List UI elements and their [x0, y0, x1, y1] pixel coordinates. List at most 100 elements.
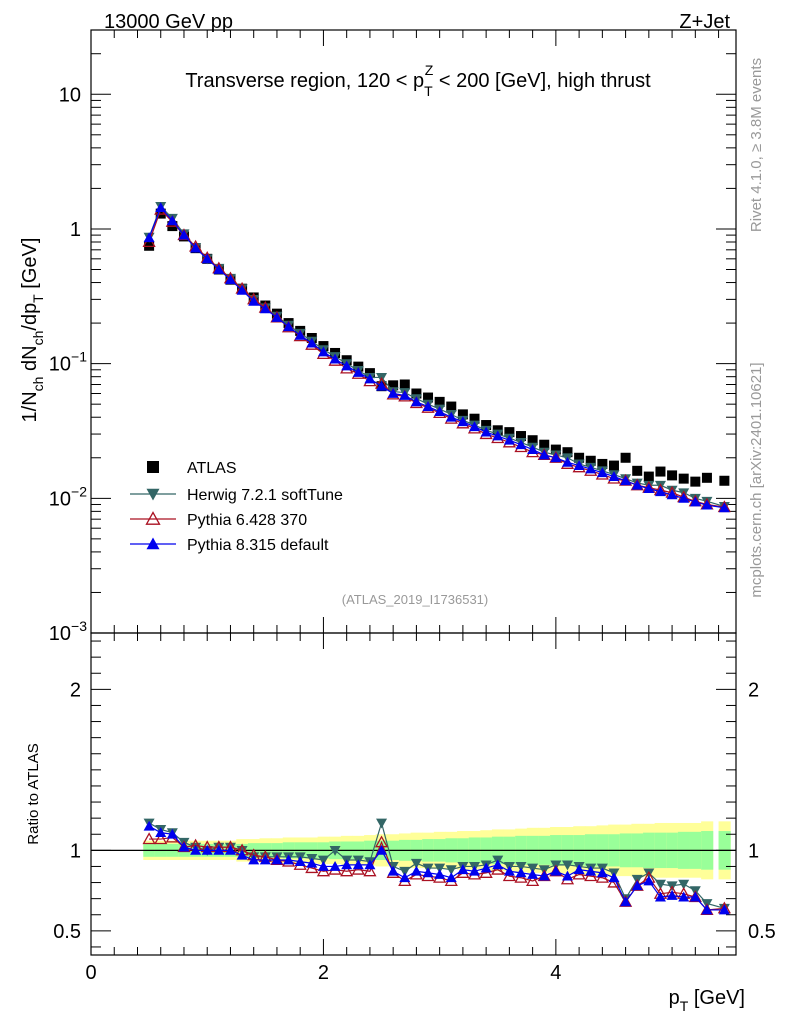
data-point — [329, 353, 341, 364]
data-point — [527, 444, 539, 454]
data-point — [388, 380, 399, 391]
ratio-y-tick-label-right: 1 — [748, 840, 759, 862]
ratio-data-point — [317, 860, 329, 871]
legend-item-herwig-7-2-1-softtune: Herwig 7.2.1 softTune — [130, 487, 343, 504]
ratio-data-point — [480, 862, 492, 873]
data-point — [632, 465, 643, 476]
ratio-data-point — [143, 820, 155, 831]
ratio-data-point — [364, 859, 376, 870]
main-y-axis-label: 1/Nch dNch/dpT [GeV] — [19, 238, 46, 423]
ratio-data-point — [701, 904, 713, 915]
ratio-data-point — [596, 867, 608, 878]
legend-marker — [147, 461, 159, 473]
data-point — [690, 476, 701, 487]
ratio-data-point — [445, 865, 457, 876]
data-point — [399, 389, 411, 400]
y-tick-label-base: 10 — [49, 623, 71, 645]
y-tick-label-exp: −1 — [71, 349, 87, 365]
ratio-data-point — [410, 858, 422, 869]
data-point — [678, 492, 690, 503]
y-tick-label: 10−1 — [49, 349, 87, 376]
ratio-data-point — [340, 864, 354, 877]
ratio-y-tick-label: 1 — [70, 840, 81, 862]
ratio-data-point — [666, 889, 678, 900]
data-point — [364, 373, 376, 384]
ratio-data-point — [526, 874, 540, 886]
ratio-data-point — [341, 859, 353, 870]
legend-label: Pythia 8.315 default — [187, 537, 329, 554]
ratio-data-point — [154, 832, 168, 845]
legend-item-pythia-6-428-370: Pythia 6.428 370 — [130, 511, 307, 529]
data-point — [341, 360, 353, 371]
data-point — [550, 444, 561, 455]
data-point — [434, 396, 445, 407]
x-axis-label: pT [GeV] — [669, 987, 745, 1014]
ylabel-sub-c: T — [30, 294, 46, 303]
data-point — [423, 392, 434, 403]
data-point — [410, 396, 422, 407]
ratio-series-group — [142, 818, 731, 915]
data-point — [678, 473, 689, 484]
ratio-data-point — [329, 845, 341, 856]
data-point — [643, 483, 655, 494]
ratio-data-point — [236, 849, 248, 860]
y-tick-label-base: 10 — [59, 84, 81, 106]
data-point — [527, 435, 538, 446]
ratio-data-point — [142, 832, 156, 845]
ratio-data-point — [631, 880, 643, 891]
ratio-plot-frame — [90, 632, 737, 956]
ratio-data-point — [515, 867, 527, 878]
ratio-data-point — [259, 854, 271, 865]
data-point — [306, 337, 318, 348]
data-point — [585, 455, 596, 466]
ratio-data-point — [445, 872, 457, 883]
ratio-data-point — [294, 856, 306, 867]
xlabel-post: [GeV] — [688, 987, 745, 1009]
ratio-data-point — [306, 857, 318, 868]
x-tick-label: 2 — [318, 962, 329, 984]
data-point — [271, 312, 283, 322]
data-point — [631, 479, 643, 490]
data-point — [352, 366, 364, 377]
data-point — [620, 475, 632, 486]
data-point — [317, 346, 329, 357]
ratio-data-point — [515, 862, 527, 872]
ratio-data-point — [387, 865, 399, 876]
ratio-data-point — [457, 864, 469, 875]
data-point — [422, 401, 434, 411]
ratio-y-axis-label: Ratio to ATLAS — [25, 743, 42, 844]
ratio-data-point — [363, 864, 377, 877]
data-point — [550, 452, 562, 463]
data-point — [224, 274, 236, 285]
watermark: (ATLAS_2019_I1736531) — [342, 592, 488, 607]
ratio-data-point — [422, 867, 434, 878]
ratio-data-point — [503, 865, 515, 876]
ratio-data-point — [678, 879, 690, 890]
data-point — [457, 409, 468, 420]
data-point — [492, 430, 504, 441]
y-tick-label: 10 — [59, 84, 81, 106]
legend-label: ATLAS — [187, 460, 237, 477]
ratio-data-point — [190, 844, 202, 855]
ratio-data-point — [283, 854, 295, 865]
data-point — [504, 427, 515, 438]
ratio-data-point — [201, 844, 213, 855]
data-point — [283, 321, 295, 332]
data-point — [178, 229, 190, 240]
rivet-label: Rivet 4.1.0, ≥ 3.8M events — [748, 58, 765, 232]
ratio-data-point — [410, 865, 422, 876]
ratio-data-point — [527, 869, 539, 879]
data-point — [701, 499, 713, 510]
legend-label: Pythia 6.428 370 — [187, 512, 307, 529]
ratio-data-point — [178, 841, 190, 852]
mcplots-label: mcplots.cern.ch [arXiv:2401.10621] — [748, 362, 765, 597]
data-point — [155, 202, 167, 213]
data-point — [596, 467, 608, 478]
data-point — [469, 421, 481, 432]
plot-title-post: < 200 [GeV], high thrust — [433, 70, 651, 92]
ratio-data-point — [376, 844, 388, 855]
legend-item-pythia-8-315-default: Pythia 8.315 default — [130, 537, 329, 554]
data-point — [248, 295, 260, 306]
data-point — [469, 413, 480, 424]
ratio-data-point — [317, 855, 329, 866]
